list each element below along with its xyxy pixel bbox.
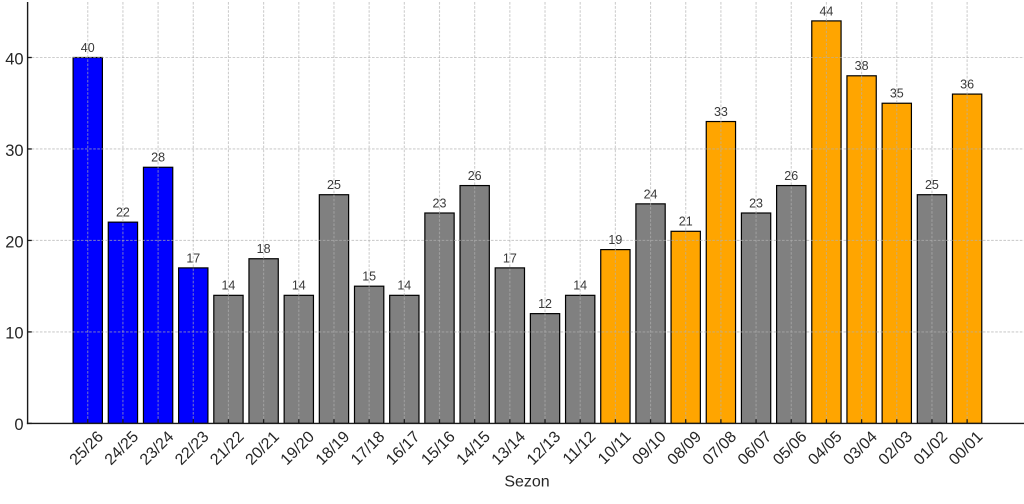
svg-text:24: 24: [644, 187, 658, 201]
svg-text:12: 12: [538, 297, 552, 311]
svg-text:Sezon: Sezon: [504, 473, 549, 490]
svg-text:25: 25: [327, 178, 341, 192]
svg-text:26: 26: [784, 169, 798, 183]
svg-text:22: 22: [116, 206, 130, 220]
svg-text:38: 38: [855, 59, 869, 73]
svg-text:28: 28: [151, 151, 165, 165]
svg-text:20: 20: [5, 233, 23, 251]
svg-text:25: 25: [925, 178, 939, 192]
svg-text:17: 17: [186, 251, 200, 265]
svg-text:17: 17: [503, 251, 517, 265]
svg-text:30: 30: [5, 142, 23, 160]
svg-text:23: 23: [433, 196, 447, 210]
svg-text:10: 10: [5, 325, 23, 343]
svg-text:14: 14: [573, 279, 587, 293]
svg-text:15: 15: [362, 270, 376, 284]
svg-text:14: 14: [221, 279, 235, 293]
svg-text:44: 44: [819, 4, 833, 18]
svg-text:40: 40: [81, 41, 95, 55]
svg-text:23: 23: [749, 196, 763, 210]
svg-text:36: 36: [960, 77, 974, 91]
svg-text:19: 19: [608, 233, 622, 247]
svg-text:35: 35: [890, 87, 904, 101]
svg-text:0: 0: [14, 416, 23, 434]
svg-text:18: 18: [257, 242, 271, 256]
svg-text:40: 40: [5, 50, 23, 68]
svg-text:14: 14: [397, 279, 411, 293]
svg-text:14: 14: [292, 279, 306, 293]
svg-text:26: 26: [468, 169, 482, 183]
svg-text:33: 33: [714, 105, 728, 119]
svg-text:21: 21: [679, 215, 693, 229]
